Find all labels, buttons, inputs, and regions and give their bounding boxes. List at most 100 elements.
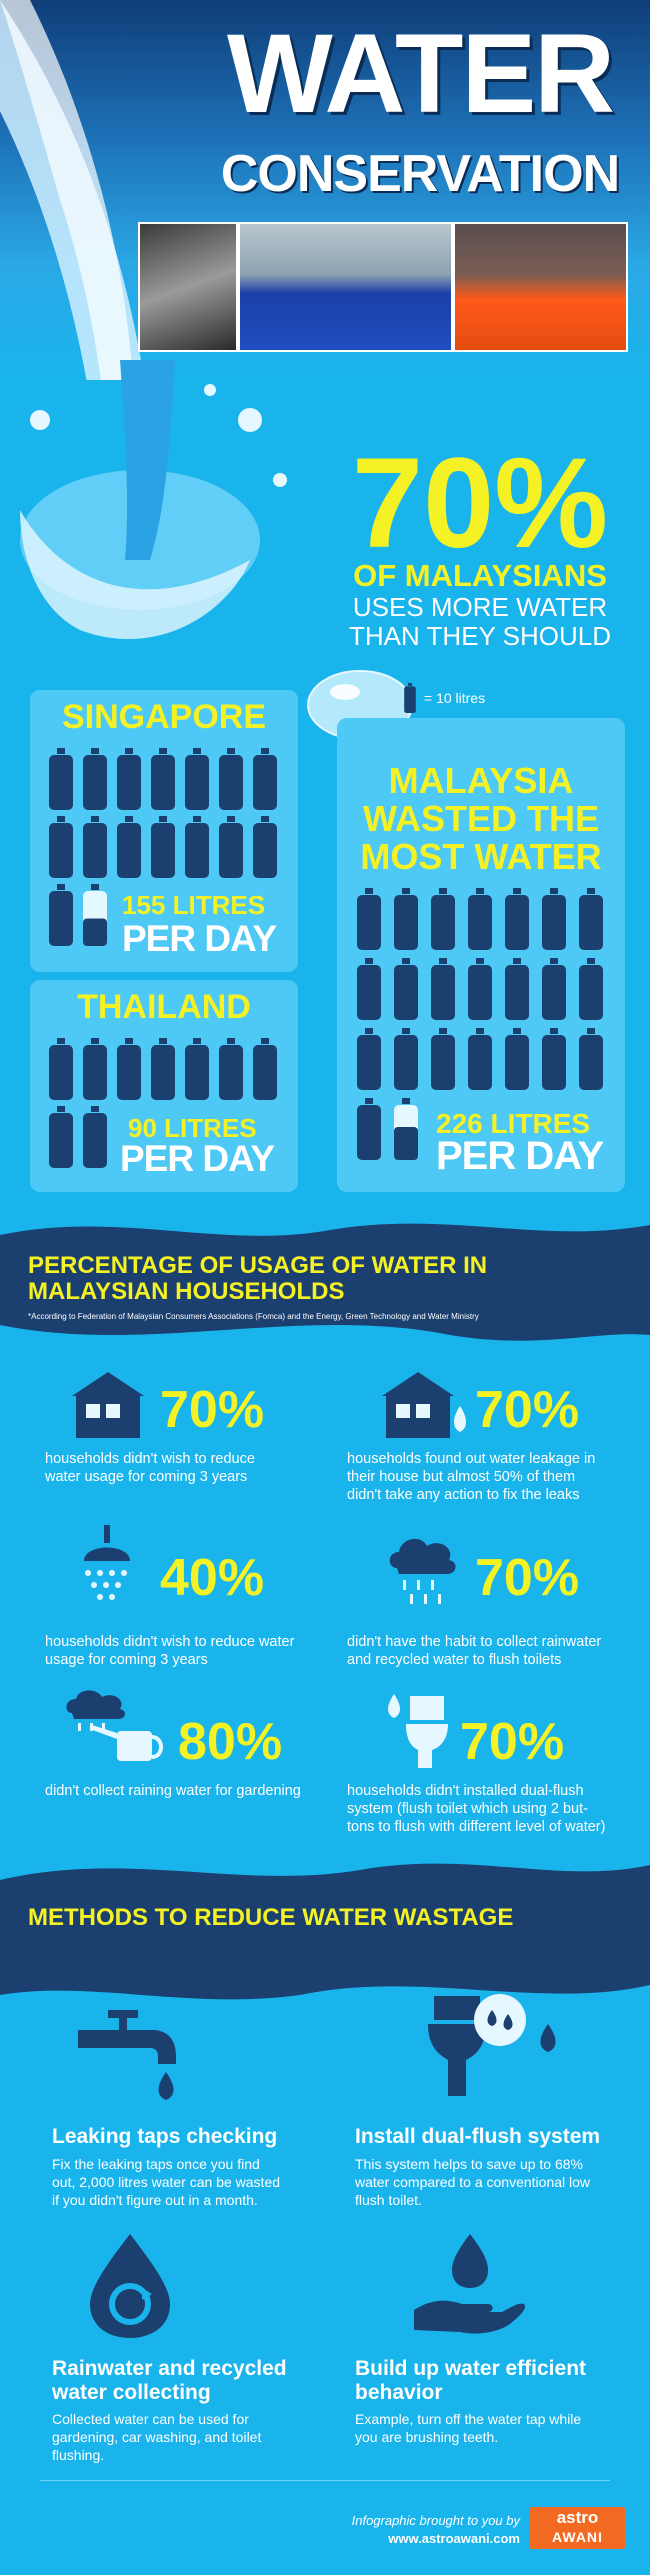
- water-bottle-icon: [394, 888, 418, 950]
- perday-thailand: PER DAY: [120, 1138, 275, 1179]
- water-bottle-icon: [185, 816, 209, 878]
- water-bottle-icon: [394, 1028, 418, 1090]
- water-bottle-icon: [49, 1038, 73, 1100]
- water-bottle-icon: [394, 1098, 418, 1160]
- water-bottle-icon: [117, 748, 141, 810]
- litres-malaysia: 226 LITRES: [436, 1108, 591, 1139]
- credit-url[interactable]: www.astroawani.com: [388, 2530, 520, 2546]
- water-bottle-icon: [468, 958, 492, 1020]
- shower-icon: [84, 1525, 130, 1600]
- water-bottle-icon: [357, 958, 381, 1020]
- water-bottle-icon: [83, 1038, 107, 1100]
- water-bottle-icon: [505, 888, 529, 950]
- water-bottle-icon: [468, 1028, 492, 1090]
- water-bottle-icon: [579, 1028, 603, 1090]
- water-bottle-icon: [431, 958, 455, 1020]
- water-bottle-icon: [49, 748, 73, 810]
- water-bottle-icon: [253, 748, 277, 810]
- stat-percent: 70%: [460, 1713, 565, 1771]
- water-bottle-icon: [151, 816, 175, 878]
- country-malaysia: MALAYSIA WASTED THE MOST WATER: [360, 760, 602, 877]
- water-bottle-icon: [117, 816, 141, 878]
- headline-percent: 70%: [351, 432, 609, 575]
- method-description: Fix the leaking taps once you find out, 2…: [52, 2156, 281, 2209]
- credit: Infographic brought to you by www.astroa…: [300, 2512, 520, 2547]
- dual-flush-toilet-icon: [428, 1994, 556, 2096]
- rain-cloud-icon: [389, 1538, 456, 1604]
- water-bottle-icon: [579, 888, 603, 950]
- water-bottle-icon: [542, 1028, 566, 1090]
- water-bottle-icon: [49, 816, 73, 878]
- water-bottle-icon: [83, 884, 107, 946]
- house-icon: [72, 1372, 144, 1438]
- stat-description: households didn't installed dual-flush sy…: [347, 1783, 606, 1836]
- astro-awani-logo[interactable]: astro AWANI: [530, 2507, 625, 2549]
- wave-divider-methods: [0, 1863, 650, 2000]
- headline-line1: OF MALAYSIANS: [353, 558, 607, 593]
- water-bottle-icon: [83, 748, 107, 810]
- litres-thailand: 90 LITRES: [128, 1113, 257, 1143]
- country-singapore: SINGAPORE: [61, 698, 267, 736]
- water-bottle-icon: [219, 748, 243, 810]
- method-title: Build up water efficient behavior: [355, 2357, 587, 2405]
- stat-percent: 70%: [475, 1549, 580, 1607]
- water-bottle-icon: [542, 888, 566, 950]
- water-bottle-icon: [468, 888, 492, 950]
- stat-description: didn't have the habit to collect rainwat…: [347, 1634, 602, 1669]
- bottle-grid-thailand: [46, 1038, 284, 1168]
- method-description: Example, turn off the water tap while you…: [355, 2411, 582, 2446]
- water-bottle-icon: [394, 958, 418, 1020]
- photo-basin: [238, 222, 453, 352]
- water-bottle-icon: [579, 958, 603, 1020]
- water-bottle-icon: [505, 1028, 529, 1090]
- bottle-grid-singapore: [46, 748, 284, 946]
- title-sub: CONSERVATION: [220, 145, 620, 203]
- house-leak-icon: [382, 1372, 466, 1438]
- water-bottle-icon: [49, 884, 73, 946]
- country-thailand: THAILAND: [77, 988, 251, 1026]
- water-splash-illustration: [0, 0, 145, 380]
- method-title: Install dual-flush system: [355, 2125, 601, 2148]
- legend: = 10 litres: [402, 683, 485, 713]
- perday-malaysia: PER DAY: [436, 1134, 604, 1178]
- recycle-drop-icon: [90, 2234, 170, 2338]
- water-bottle-icon: [253, 1038, 277, 1100]
- water-bottle-icon: [185, 1038, 209, 1100]
- stat-percent: 70%: [475, 1381, 580, 1439]
- water-bottle-icon: [83, 816, 107, 878]
- footer-divider: [40, 2480, 610, 2481]
- method-description: Collected water can be used for gardening…: [52, 2411, 262, 2464]
- watering-can-icon: [66, 1690, 163, 1761]
- bottle-grid-malaysia: [354, 888, 613, 1160]
- water-bottle-icon: [431, 888, 455, 950]
- title-main: WATER: [226, 11, 615, 136]
- method-title: Rainwater and recycled water collecting: [52, 2357, 287, 2405]
- stat-percent: 70%: [160, 1381, 265, 1439]
- water-bottle-icon: [219, 816, 243, 878]
- stat-percent: 40%: [160, 1549, 265, 1607]
- hand-drop-icon: [414, 2234, 526, 2334]
- wave-divider-top: [0, 1223, 650, 1345]
- panel-malaysia: [337, 718, 625, 1192]
- stat-description: households didn't wish to reduce water us…: [45, 1451, 255, 1486]
- method-title: Leaking taps checking: [52, 2125, 278, 2148]
- water-bottle-icon: [151, 748, 175, 810]
- tap-icon: [78, 2010, 176, 2100]
- water-bottle-icon: [542, 958, 566, 1020]
- water-bottle-icon: [357, 1028, 381, 1090]
- water-bottle-icon: [185, 748, 209, 810]
- stat-description: households didn't wish to reduce water us…: [45, 1634, 295, 1669]
- usage-title: PERCENTAGE OF USAGE OF WATER IN MALAYSIA…: [28, 1252, 488, 1306]
- litres-singapore: 155 LITRES: [122, 890, 266, 920]
- water-bottle-icon: [117, 1038, 141, 1100]
- headline-line2: USES MORE WATER THAN THEY SHOULD: [349, 592, 611, 651]
- header: WATER CONSERVATION: [0, 0, 650, 380]
- stat-percent: 80%: [178, 1713, 283, 1771]
- stat-description: households found out water leakage in the…: [347, 1451, 596, 1504]
- water-bottle-icon: [83, 1106, 107, 1168]
- water-bottle-icon: [357, 1098, 381, 1160]
- stat-description: didn't collect raining water for gardeni…: [45, 1783, 301, 1799]
- legend-label: = 10 litres: [424, 690, 486, 706]
- water-bottle-icon: [151, 1038, 175, 1100]
- perday-singapore: PER DAY: [122, 918, 277, 959]
